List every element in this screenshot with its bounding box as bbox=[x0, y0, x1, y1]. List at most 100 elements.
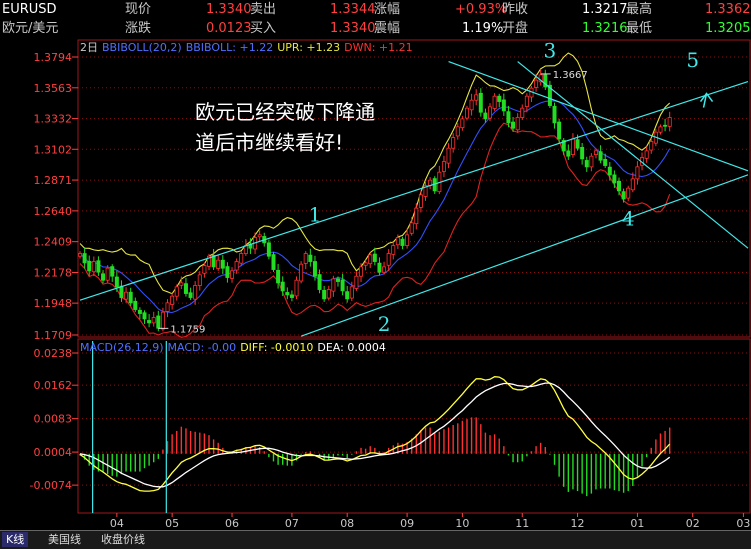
candle bbox=[174, 284, 179, 301]
candle-body bbox=[497, 95, 502, 102]
candle-body bbox=[276, 269, 281, 284]
candle-body bbox=[289, 294, 294, 298]
macd-tick-label: 0.0083 bbox=[34, 413, 73, 426]
candle-body bbox=[257, 234, 262, 238]
candle bbox=[405, 228, 410, 249]
candle bbox=[428, 177, 433, 190]
candle-body bbox=[469, 99, 474, 111]
candle-body bbox=[391, 245, 396, 255]
candle bbox=[460, 115, 465, 131]
candle bbox=[474, 89, 479, 106]
candle-body bbox=[105, 267, 110, 281]
candle-body bbox=[409, 222, 414, 234]
candle bbox=[552, 102, 557, 129]
macd-lines bbox=[79, 376, 671, 492]
price-tick-label: 1.2409 bbox=[34, 236, 73, 249]
candle bbox=[506, 105, 511, 128]
candle bbox=[165, 299, 170, 318]
candle bbox=[183, 277, 188, 297]
candle-body bbox=[589, 155, 594, 168]
candle bbox=[105, 265, 110, 283]
x-tick-label: 08 bbox=[340, 517, 354, 530]
candle-body bbox=[82, 253, 87, 264]
quote-panel: EURUSD 现价 1.3340 卖出 1.3344 涨幅 +0.93% 昨收 … bbox=[0, 0, 751, 38]
candle-body bbox=[584, 160, 589, 168]
candle-body bbox=[377, 262, 382, 273]
candle bbox=[557, 119, 562, 144]
candle bbox=[276, 263, 281, 289]
amp-value: 1.19% bbox=[462, 21, 504, 36]
candle bbox=[386, 249, 391, 271]
candle-body bbox=[455, 126, 460, 137]
prev-label: 昨收 bbox=[502, 2, 529, 17]
candle bbox=[570, 133, 575, 158]
candle bbox=[630, 172, 635, 193]
candle bbox=[566, 144, 571, 160]
candle bbox=[220, 255, 225, 274]
upr-value: UPR: +1.23 bbox=[277, 41, 340, 54]
macd-tick-label: 0.0004 bbox=[34, 446, 73, 459]
x-tick-label: 05 bbox=[165, 517, 179, 530]
candle bbox=[395, 234, 400, 250]
candle-body bbox=[110, 266, 115, 277]
candle-body bbox=[552, 105, 557, 124]
candle bbox=[464, 105, 469, 121]
candle-body bbox=[418, 194, 423, 208]
quote-row-2: 欧元/美元 涨跌 0.0123 买入 1.3340 震幅 1.19% 开盘 1.… bbox=[0, 19, 751, 38]
wave-label: 5 bbox=[686, 48, 699, 72]
macd-diff-line bbox=[79, 376, 671, 492]
candle-body bbox=[216, 259, 221, 269]
candle-body bbox=[580, 147, 585, 160]
low-value: 1.3205 bbox=[705, 21, 751, 36]
tab-close-line[interactable]: 收盘价线 bbox=[101, 533, 145, 546]
macd-vertical-markers bbox=[92, 341, 167, 513]
candle bbox=[414, 203, 419, 230]
candle-body bbox=[239, 253, 244, 264]
candle-body bbox=[460, 118, 465, 129]
candle-body bbox=[322, 289, 327, 300]
boll-lower-line bbox=[79, 122, 671, 338]
tab-kline[interactable]: K线 bbox=[2, 532, 29, 547]
candle-body bbox=[96, 260, 101, 273]
candle bbox=[580, 143, 585, 165]
candle bbox=[349, 281, 354, 302]
price-tick-label: 1.3563 bbox=[34, 82, 73, 95]
candle-body bbox=[506, 111, 511, 124]
candle-body bbox=[147, 320, 152, 324]
candlesticks[interactable] bbox=[78, 69, 672, 332]
candle-body bbox=[188, 292, 193, 298]
price-y-axis: 1.3794 1.3563 1.3332 1.3102 1.2871 1.2640 1.24… bbox=[34, 51, 78, 342]
candle-body bbox=[354, 275, 359, 289]
price-marker-label: 1.3667 bbox=[553, 70, 588, 81]
tab-us-line[interactable]: 美国线 bbox=[48, 533, 81, 546]
candle-body bbox=[598, 151, 603, 161]
candle bbox=[547, 80, 552, 108]
candle-body bbox=[386, 253, 391, 266]
candle bbox=[354, 271, 359, 291]
candle bbox=[303, 251, 308, 270]
candle-body bbox=[395, 237, 400, 246]
candle-body bbox=[87, 260, 92, 272]
candle-body bbox=[202, 265, 207, 274]
candle-body bbox=[520, 107, 525, 118]
macd-y-axis: 0.0238 0.0162 0.0083 0.0004 -0.0074 bbox=[30, 347, 78, 492]
candle-body bbox=[441, 161, 446, 172]
candle-body bbox=[626, 187, 631, 199]
candle bbox=[87, 255, 92, 276]
channel-ascending-upper bbox=[79, 80, 749, 301]
trend-channels bbox=[79, 60, 749, 337]
channel-ascending-lower bbox=[300, 174, 749, 337]
chg-pct-label: 涨幅 bbox=[374, 2, 401, 17]
candle bbox=[197, 271, 202, 291]
candle bbox=[423, 181, 428, 201]
candle-body bbox=[345, 291, 350, 300]
x-tick-label: 09 bbox=[400, 517, 414, 530]
candle bbox=[483, 108, 488, 123]
chart-area[interactable]: 1.3794 1.3563 1.3332 1.3102 1.2871 1.2640 1.24… bbox=[0, 38, 751, 530]
candle-body bbox=[193, 285, 198, 300]
candle bbox=[331, 275, 336, 297]
macd-legend: MACD(26,12,9) MACD: -0.00 DIFF: -0.0010 DEA… bbox=[80, 341, 386, 354]
candle bbox=[617, 177, 622, 196]
candle bbox=[377, 257, 382, 276]
candle-body bbox=[649, 141, 654, 151]
